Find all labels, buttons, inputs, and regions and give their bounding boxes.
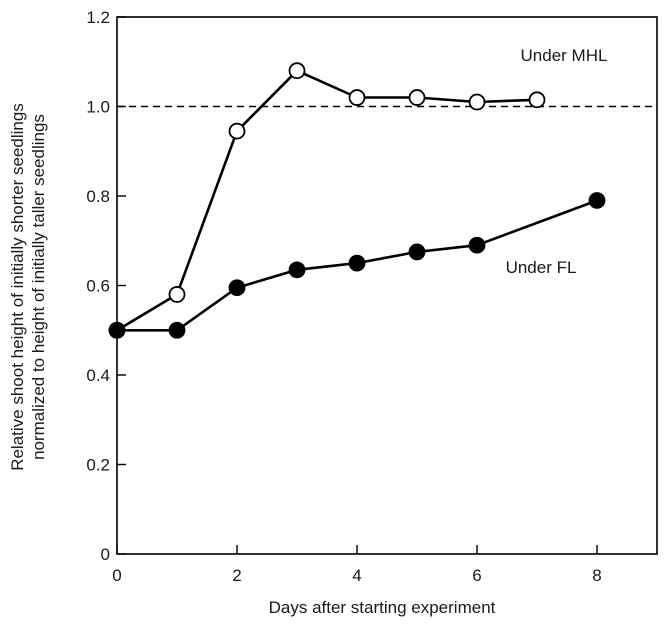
y-tick-label: 0.6 [86,277,110,296]
x-tick-label: 2 [232,566,241,585]
y-tick-label: 1.2 [86,8,110,27]
data-point-fl [108,321,126,339]
y-axis-label-line-1: Relative shoot height of initially short… [8,103,27,471]
data-point-fl [168,321,186,339]
y-tick-label: 1.0 [86,98,110,117]
data-point-mhl [168,286,186,303]
data-point-mhl [528,91,546,109]
data-point-fl [348,254,366,272]
x-axis-label: Days after starting experiment [269,598,496,617]
data-point-fl [288,261,306,279]
series-line-fl [117,199,598,332]
series-label-mhl: Under MHL [521,46,608,65]
series-label-fl: Under FL [506,258,577,277]
data-point-fl [468,236,486,254]
y-tick-label: 0.4 [86,366,110,385]
y-tick-label: 0.2 [86,456,110,475]
x-tick-label: 8 [592,566,601,585]
data-point-fl [228,279,246,297]
series-line-mhl [116,69,538,332]
data-point-mhl [468,93,486,111]
plot-area: 0 0.2 0.4 0.6 0.8 1.0 1.2 0 2 4 6 8 Under MHL Under F… [86,8,658,585]
data-point-mhl [408,89,426,106]
data-point-fl [408,243,426,261]
y-axis-label: Relative shoot height of initially short… [8,103,48,471]
x-tick-label: 4 [352,566,361,585]
data-point-fl [588,192,606,209]
x-tick-label: 6 [472,566,481,585]
y-axis-label-line-2: normalized to height of initially taller… [29,114,48,460]
data-point-mhl [228,122,246,140]
x-tick-label: 0 [112,566,121,585]
y-tick-label: 0 [101,545,110,564]
data-point-mhl [348,89,366,106]
y-tick-label: 0.8 [86,187,110,206]
data-point-mhl [288,62,306,80]
